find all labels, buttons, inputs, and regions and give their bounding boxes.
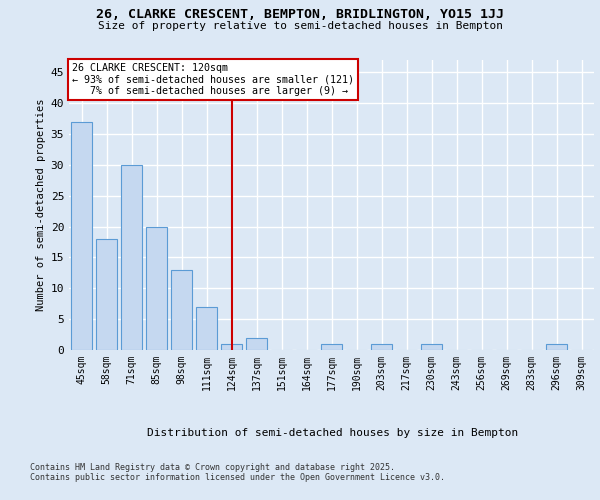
Bar [121, 165, 142, 350]
Bar [171, 270, 192, 350]
Bar [221, 344, 242, 350]
Y-axis label: Number of semi-detached properties: Number of semi-detached properties [37, 99, 46, 311]
Text: Distribution of semi-detached houses by size in Bempton: Distribution of semi-detached houses by … [148, 428, 518, 438]
Text: Contains HM Land Registry data © Crown copyright and database right 2025.: Contains HM Land Registry data © Crown c… [30, 462, 395, 471]
Bar [96, 239, 117, 350]
Bar [246, 338, 267, 350]
Bar [321, 344, 342, 350]
Text: 26, CLARKE CRESCENT, BEMPTON, BRIDLINGTON, YO15 1JJ: 26, CLARKE CRESCENT, BEMPTON, BRIDLINGTO… [96, 8, 504, 20]
Bar [421, 344, 442, 350]
Text: Size of property relative to semi-detached houses in Bempton: Size of property relative to semi-detach… [97, 21, 503, 31]
Text: 26 CLARKE CRESCENT: 120sqm
← 93% of semi-detached houses are smaller (121)
   7%: 26 CLARKE CRESCENT: 120sqm ← 93% of semi… [71, 63, 353, 96]
Text: Contains public sector information licensed under the Open Government Licence v3: Contains public sector information licen… [30, 472, 445, 482]
Bar [71, 122, 92, 350]
Bar [546, 344, 567, 350]
Bar [146, 226, 167, 350]
Bar [371, 344, 392, 350]
Bar [196, 307, 217, 350]
